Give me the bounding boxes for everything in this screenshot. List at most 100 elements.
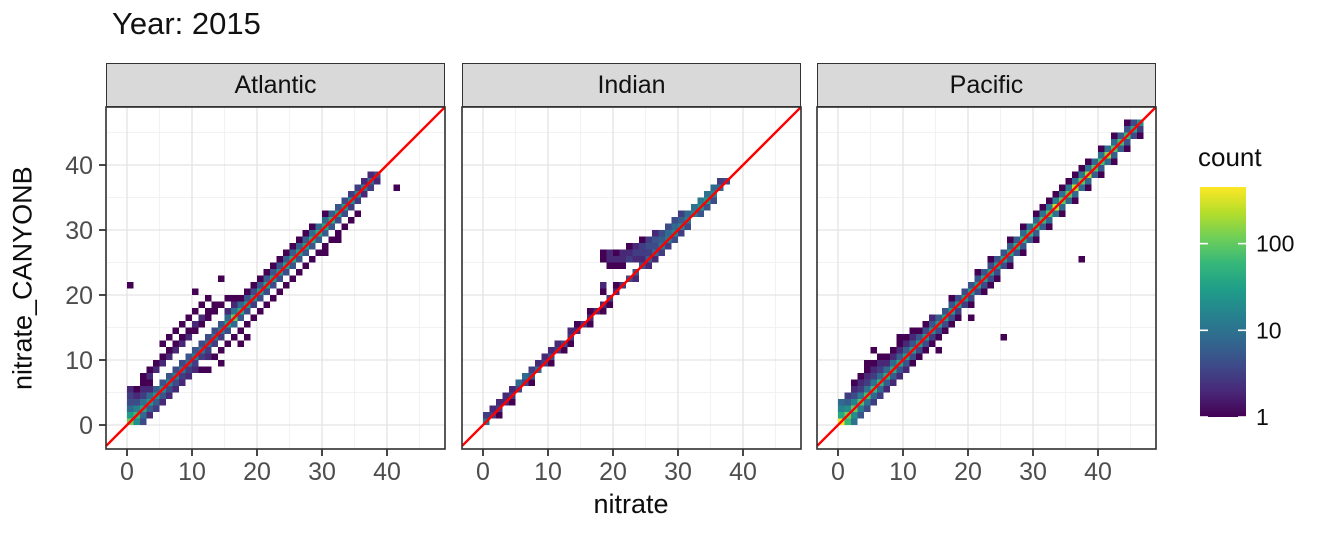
bin	[231, 321, 238, 328]
bin	[671, 223, 678, 230]
bin	[166, 347, 173, 354]
bin	[198, 340, 205, 347]
bin	[987, 282, 994, 289]
bin	[619, 249, 626, 256]
bin	[1111, 132, 1118, 139]
bin	[613, 249, 620, 256]
bin	[955, 308, 962, 315]
bin	[619, 256, 626, 263]
bin	[159, 379, 166, 386]
bin	[309, 230, 316, 237]
bin	[896, 366, 903, 373]
y-tick-label: 40	[65, 152, 93, 180]
bin	[218, 301, 225, 308]
bin	[146, 379, 153, 386]
bin	[140, 399, 147, 406]
bin	[192, 347, 199, 354]
bin	[652, 256, 659, 263]
bin	[263, 275, 270, 282]
bin	[237, 301, 244, 308]
bin	[133, 405, 140, 412]
bin	[870, 379, 877, 386]
bin	[922, 347, 929, 354]
bin	[489, 405, 496, 412]
bin	[1065, 197, 1072, 204]
bin	[632, 249, 639, 256]
legend-tick-label: 10	[1256, 317, 1282, 343]
bin	[1078, 165, 1085, 172]
x-tick-label: 10	[534, 458, 562, 486]
x-tick-label: 40	[1084, 458, 1112, 486]
bin	[361, 178, 368, 185]
bin	[146, 373, 153, 380]
bin	[224, 308, 231, 315]
bin	[639, 236, 646, 243]
bin	[704, 204, 711, 211]
bin	[237, 314, 244, 321]
bin	[244, 321, 251, 328]
bin	[909, 360, 916, 367]
bin	[697, 197, 704, 204]
bin	[903, 347, 910, 354]
bin	[133, 386, 140, 393]
bin	[172, 327, 179, 334]
bin	[528, 379, 535, 386]
bin	[857, 379, 864, 386]
bin	[567, 327, 574, 334]
bin	[341, 223, 348, 230]
bin	[1033, 217, 1040, 224]
bin	[1039, 210, 1046, 217]
bin	[870, 392, 877, 399]
bin	[302, 230, 309, 237]
bin	[509, 399, 516, 406]
bin	[935, 314, 942, 321]
legend-title: count	[1198, 142, 1262, 172]
bin	[877, 386, 884, 393]
bin	[153, 405, 160, 412]
panel-border	[816, 106, 1157, 450]
bin	[704, 191, 711, 198]
bin	[600, 249, 607, 256]
x-tick-label: 20	[954, 458, 982, 486]
bin	[224, 340, 231, 347]
bin	[205, 314, 212, 321]
panel-indian: 0 10 20 30 40	[461, 106, 802, 486]
bin	[1078, 171, 1085, 178]
bin	[968, 282, 975, 289]
bin	[981, 282, 988, 289]
x-tick-label: 40	[729, 458, 757, 486]
bin	[613, 282, 620, 289]
bin	[942, 321, 949, 328]
bin	[1065, 184, 1072, 191]
bin	[166, 392, 173, 399]
panel-border	[105, 106, 446, 450]
bin	[909, 353, 916, 360]
bin	[632, 243, 639, 250]
bin	[1085, 178, 1092, 185]
y-tick-label: 0	[79, 412, 93, 440]
bin	[678, 210, 685, 217]
bin	[205, 347, 212, 354]
bin	[257, 308, 264, 315]
bin	[393, 184, 400, 191]
bin	[1130, 132, 1137, 139]
bin	[1046, 223, 1053, 230]
x-tick-label: 30	[308, 458, 336, 486]
bin	[1033, 210, 1040, 217]
bin	[1098, 152, 1105, 159]
bin	[548, 360, 555, 367]
bin	[877, 353, 884, 360]
bin	[244, 295, 251, 302]
bin	[1091, 158, 1098, 165]
bin	[903, 340, 910, 347]
bin	[133, 418, 140, 425]
bin	[211, 353, 218, 360]
bin	[1085, 165, 1092, 172]
bin	[896, 353, 903, 360]
bin	[857, 405, 864, 412]
bin	[903, 334, 910, 341]
bin	[1124, 139, 1131, 146]
bin	[179, 373, 186, 380]
bin	[645, 243, 652, 250]
